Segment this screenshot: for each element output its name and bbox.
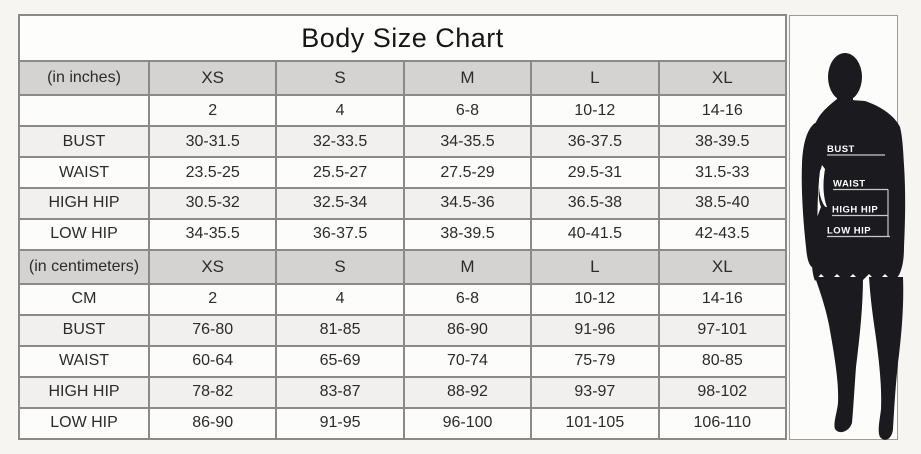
table-row-cm-high-hip: HIGH HIP 78-82 83-87 88-92 93-97 98-102: [18, 375, 788, 409]
size-cell: 70-74: [402, 344, 533, 378]
col-header-m: M: [402, 248, 533, 286]
size-cell: 93-97: [530, 375, 660, 409]
size-cell: 32-33.5: [275, 125, 405, 159]
size-cell: 42-43.5: [657, 217, 788, 251]
size-cell: 91-95: [275, 406, 405, 441]
size-cell: 91-96: [530, 313, 660, 347]
measurement-lines: [827, 154, 890, 238]
size-cell: 30-31.5: [147, 125, 278, 159]
size-cell: 4: [275, 283, 405, 316]
table-row-cm-sizes: CM 2 4 6-8 10-12 14-16: [18, 283, 788, 316]
size-cell: 60-64: [147, 344, 278, 378]
col-header-s: S: [275, 59, 405, 97]
row-label: WAIST: [18, 344, 150, 378]
figure-label-low-hip: LOW HIP: [827, 226, 871, 237]
col-header-l: L: [530, 248, 660, 286]
size-cell: 29.5-31: [530, 156, 660, 189]
size-cell: 38.5-40: [657, 186, 788, 220]
title-row: Body Size Chart: [18, 14, 787, 62]
size-cell: 98-102: [657, 375, 788, 409]
size-cell: 36.5-38: [530, 186, 660, 220]
table-row-inches-sizes: 2 4 6-8 10-12 14-16: [18, 94, 788, 128]
table-row-cm-bust: BUST 76-80 81-85 86-90 91-96 97-101: [18, 313, 788, 347]
size-cell: 14-16: [657, 283, 788, 316]
size-cell: 96-100: [402, 406, 533, 441]
size-cell: 36-37.5: [275, 217, 405, 251]
figure-label-waist: WAIST: [833, 179, 866, 190]
size-cell: 4: [275, 94, 405, 128]
figure-label-high-hip: HIGH HIP: [832, 205, 878, 216]
row-label: HIGH HIP: [18, 375, 150, 409]
size-cell: 65-69: [275, 344, 405, 378]
size-cell: 101-105: [530, 406, 660, 441]
size-cell: 10-12: [530, 283, 660, 316]
measurement-labels: BUST WAIST HIGH HIP LOW HIP: [827, 144, 878, 237]
size-cell: 78-82: [147, 375, 278, 409]
table-row-inches-low-hip: LOW HIP 34-35.5 36-37.5 38-39.5 40-41.5 …: [18, 217, 788, 251]
size-cell: 83-87: [275, 375, 405, 409]
row-label: [18, 94, 150, 128]
row-label: HIGH HIP: [18, 186, 150, 220]
size-cell: 76-80: [147, 313, 278, 347]
body-size-chart-table: Body Size Chart (in inches) XS S M L XL …: [18, 14, 788, 441]
unit-header-inches: (in inches): [18, 59, 150, 97]
col-header-xl: XL: [657, 248, 788, 286]
size-cell: 2: [147, 94, 278, 128]
row-label: BUST: [18, 313, 150, 347]
size-cell: 34-35.5: [402, 125, 533, 159]
size-cell: 34-35.5: [147, 217, 278, 251]
size-cell: 6-8: [402, 94, 533, 128]
size-cell: 6-8: [402, 283, 533, 316]
table-row-inches-bust: BUST 30-31.5 32-33.5 34-35.5 36-37.5 38-…: [18, 125, 788, 159]
size-cell: 97-101: [657, 313, 788, 347]
table-row-cm-waist: WAIST 60-64 65-69 70-74 75-79 80-85: [18, 344, 788, 378]
body-figure: BUST WAIST HIGH HIP LOW HIP: [789, 15, 921, 447]
size-cell: 88-92: [402, 375, 533, 409]
size-cell: 40-41.5: [530, 217, 660, 251]
body-silhouette-svg: BUST WAIST HIGH HIP LOW HIP: [789, 15, 906, 440]
size-cell: 23.5-25: [147, 156, 278, 189]
size-cell: 2: [147, 283, 278, 316]
size-cell: 32.5-34: [275, 186, 405, 220]
size-cell: 25.5-27: [275, 156, 405, 189]
size-cell: 86-90: [402, 313, 533, 347]
size-cell: 31.5-33: [657, 156, 788, 189]
size-cell: 27.5-29: [402, 156, 533, 189]
size-cell: 36-37.5: [530, 125, 660, 159]
size-cell: 75-79: [530, 344, 660, 378]
row-label: BUST: [18, 125, 150, 159]
page-title: Body Size Chart: [18, 14, 787, 62]
size-cell: 10-12: [530, 94, 660, 128]
figure-label-bust: BUST: [827, 144, 855, 155]
col-header-xl: XL: [657, 59, 788, 97]
unit-header-centimeters: (in centimeters): [18, 248, 150, 286]
row-label: CM: [18, 283, 150, 316]
col-header-xs: XS: [147, 59, 278, 97]
col-header-s: S: [275, 248, 405, 286]
col-header-l: L: [530, 59, 660, 97]
size-cell: 14-16: [657, 94, 788, 128]
size-cell: 30.5-32: [147, 186, 278, 220]
size-cell: 34.5-36: [402, 186, 533, 220]
row-label: WAIST: [18, 156, 150, 189]
table-row-inches-high-hip: HIGH HIP 30.5-32 32.5-34 34.5-36 36.5-38…: [18, 186, 788, 220]
size-cell: 38-39.5: [402, 217, 533, 251]
centimeters-header-row: (in centimeters) XS S M L XL: [18, 248, 788, 286]
size-cell: 38-39.5: [657, 125, 788, 159]
arm-gap-highlight: [818, 165, 827, 208]
row-label: LOW HIP: [18, 217, 150, 251]
col-header-m: M: [402, 59, 533, 97]
size-cell: 86-90: [147, 406, 278, 441]
col-header-xs: XS: [147, 248, 278, 286]
size-cell: 81-85: [275, 313, 405, 347]
table-row-cm-low-hip: LOW HIP 86-90 91-95 96-100 101-105 106-1…: [18, 406, 788, 441]
size-cell: 80-85: [657, 344, 788, 378]
inches-header-row: (in inches) XS S M L XL: [18, 59, 788, 97]
table-row-inches-waist: WAIST 23.5-25 25.5-27 27.5-29 29.5-31 31…: [18, 156, 788, 189]
row-label: LOW HIP: [18, 406, 150, 441]
size-cell: 106-110: [657, 406, 788, 441]
